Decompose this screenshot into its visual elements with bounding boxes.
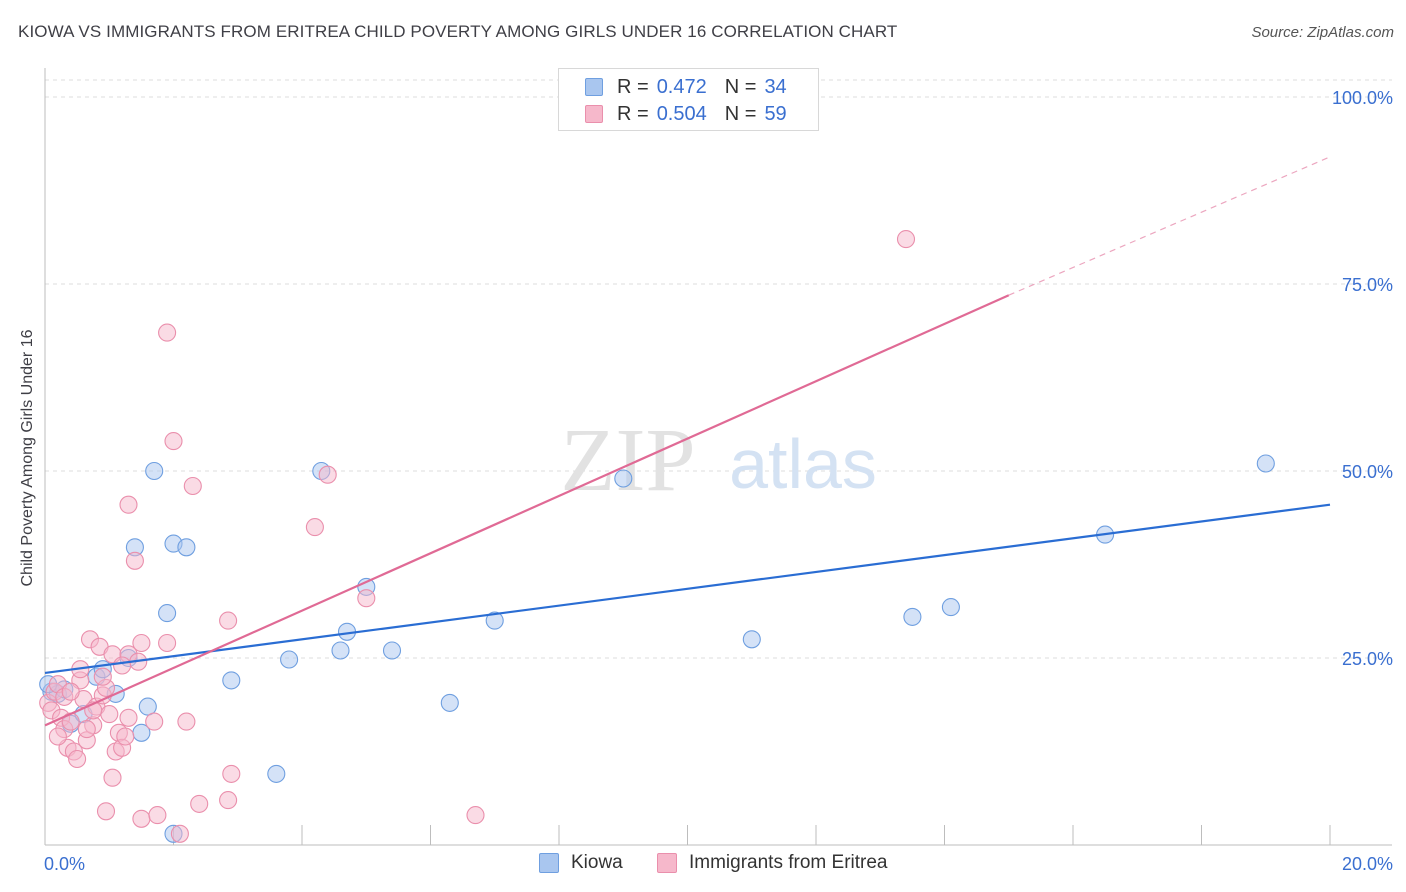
point-kiowa [331,641,350,660]
point-eritrea [132,633,151,653]
point-eritrea [100,705,119,724]
legend-item-eritrea[interactable]: Immigrants from Eritrea [657,852,887,874]
point-eritrea [466,806,485,825]
point-eritrea [68,749,87,769]
point-eritrea [219,611,238,630]
x-tick-label: 0.0% [44,854,85,874]
point-kiowa [145,461,164,481]
point-eritrea [132,809,151,828]
point-eritrea [119,495,138,514]
y-tick-label: 100.0% [1332,88,1393,108]
watermark: ZIP atlas [561,411,877,510]
axes [44,68,1392,846]
legend-row-kiowa: R = 0.472 N = 34 [585,76,787,98]
point-eritrea [183,476,202,496]
legend-r-value: 0.504 [656,102,707,125]
point-eritrea [318,465,337,484]
legend-n-label: N = [724,102,757,125]
point-eritrea [222,764,241,783]
point-eritrea [96,802,116,821]
point-eritrea [896,230,916,249]
legend-item-kiowa[interactable]: Kiowa [539,852,623,874]
point-eritrea [148,806,167,825]
point-eritrea [219,791,238,810]
point-kiowa [941,598,960,617]
tick-labels: 25.0% 50.0% 75.0% 100.0% 0.0% 20.0% [44,88,1393,874]
point-eritrea [190,794,209,813]
legend-swatch-eritrea [585,105,603,123]
legend-label-kiowa: Kiowa [571,852,623,873]
y-tick-label: 75.0% [1342,275,1393,295]
legend-n-value: 59 [764,102,787,125]
point-eritrea [158,323,177,342]
legend-n-label: N = [724,75,757,98]
point-eritrea [177,712,196,731]
watermark-zip: ZIP [561,411,696,510]
point-eritrea [93,667,112,686]
x-tick-label: 20.0% [1342,854,1393,874]
legend-r-label: R = [617,102,649,125]
point-kiowa [280,650,299,669]
point-kiowa [742,630,761,649]
point-eritrea [170,824,189,843]
legend-row-eritrea: R = 0.504 N = 59 [585,103,787,125]
point-kiowa [158,604,177,623]
point-eritrea [158,633,177,653]
y-tick-label: 50.0% [1342,462,1393,482]
point-eritrea [61,682,80,701]
data-points [39,230,1275,843]
point-kiowa [222,671,241,690]
legend-r-value: 0.472 [656,75,707,98]
point-kiowa [485,611,504,630]
point-kiowa [1256,454,1275,473]
point-eritrea [164,432,183,451]
point-kiowa [903,607,922,626]
gridlines [45,79,1392,659]
trend-line-eritrea [44,294,1010,727]
series-legend: Kiowa Immigrants from Eritrea [0,852,1406,876]
point-eritrea [48,727,67,746]
point-kiowa [614,469,633,488]
legend-label-eritrea: Immigrants from Eritrea [689,852,888,873]
legend-swatch-kiowa [539,853,559,873]
trend-line-kiowa [44,503,1331,675]
point-kiowa [177,538,196,557]
point-kiowa [267,764,286,783]
point-eritrea [125,551,144,570]
legend-n-value: 34 [764,75,787,98]
point-kiowa [382,641,402,660]
legend-swatch-eritrea [657,853,677,873]
point-eritrea [305,518,324,537]
point-kiowa [138,697,157,716]
watermark-atlas: atlas [729,425,877,503]
point-eritrea [77,720,96,739]
point-eritrea [145,712,164,731]
point-eritrea [103,768,122,787]
chart-title: KIOWA VS IMMIGRANTS FROM ERITREA CHILD P… [18,22,898,41]
trend-line-eritrea-extension [1008,156,1331,296]
point-eritrea [116,727,135,746]
y-tick-label: 25.0% [1342,649,1393,669]
point-eritrea [119,708,138,727]
trend-lines [44,156,1331,727]
legend-r-label: R = [617,75,649,98]
source-note: Source: ZipAtlas.com [1251,24,1394,41]
stats-legend: R = 0.472 N = 34 R = 0.504 N = 59 [558,68,819,131]
point-eritrea [113,656,132,675]
point-eritrea [357,589,376,608]
legend-swatch-kiowa [585,78,603,96]
point-kiowa [440,693,459,712]
